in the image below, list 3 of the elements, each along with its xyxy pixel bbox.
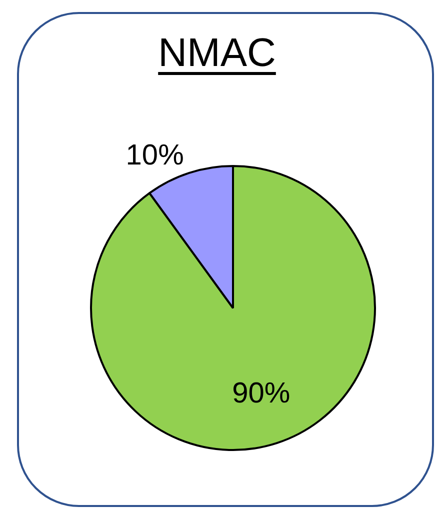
chart-title: NMAC [158, 31, 276, 75]
data-label: 90% [232, 377, 290, 410]
data-label: 10% [126, 140, 184, 172]
